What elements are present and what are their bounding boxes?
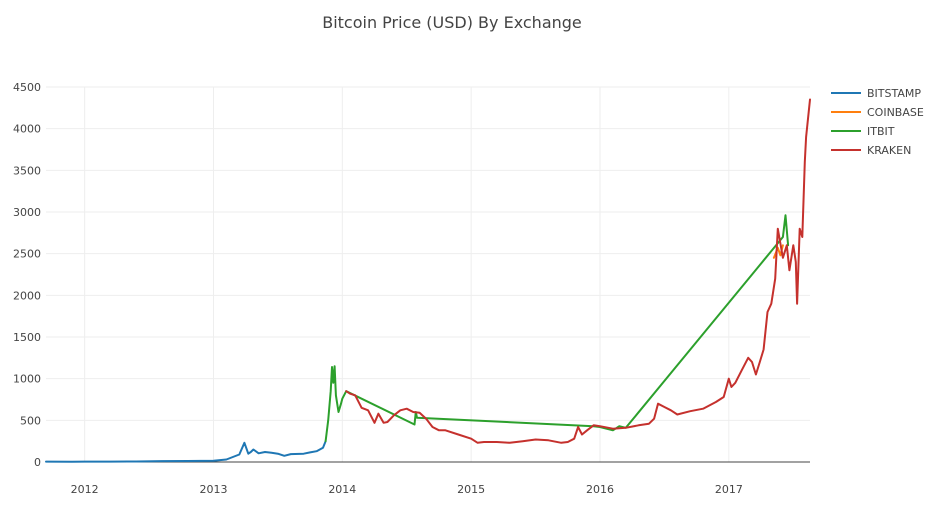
x-tick-label: 2016 bbox=[586, 483, 614, 496]
x-tick-label: 2015 bbox=[457, 483, 485, 496]
y-tick-label: 0 bbox=[34, 456, 41, 469]
series-line-itbit[interactable] bbox=[324, 214, 790, 443]
y-tick-label: 500 bbox=[20, 414, 41, 427]
y-tick-label: 4000 bbox=[13, 123, 41, 136]
axes: 0 500 1000 1500 2000 2500 3000 3500 4000 4500 2012… bbox=[13, 81, 810, 496]
legend-item-itbit[interactable]: ITBIT bbox=[831, 125, 895, 138]
y-tick-label: 3000 bbox=[13, 206, 41, 219]
x-tick-label: 2017 bbox=[715, 483, 743, 496]
legend-label: KRAKEN bbox=[867, 144, 911, 157]
chart-title: Bitcoin Price (USD) By Exchange bbox=[322, 13, 582, 32]
y-tick-label: 2000 bbox=[13, 289, 41, 302]
legend[interactable]: BITSTAMP COINBASE ITBIT KRAKEN bbox=[831, 87, 924, 157]
y-tick-label: 2500 bbox=[13, 248, 41, 261]
legend-item-coinbase[interactable]: COINBASE bbox=[831, 106, 924, 119]
series-line-bitstamp[interactable] bbox=[45, 440, 327, 463]
x-tick-label: 2014 bbox=[328, 483, 356, 496]
x-tick-label: 2012 bbox=[71, 483, 99, 496]
legend-item-kraken[interactable]: KRAKEN bbox=[831, 144, 911, 157]
legend-label: COINBASE bbox=[867, 106, 924, 119]
series-line-kraken[interactable] bbox=[345, 98, 811, 444]
y-tick-label: 1000 bbox=[13, 373, 41, 386]
grid-lines bbox=[46, 86, 810, 462]
legend-label: ITBIT bbox=[867, 125, 895, 138]
y-tick-label: 1500 bbox=[13, 331, 41, 344]
series-lines bbox=[45, 98, 811, 463]
y-tick-label: 4500 bbox=[13, 81, 41, 94]
y-tick-label: 3500 bbox=[13, 164, 41, 177]
x-tick-label: 2013 bbox=[199, 483, 227, 496]
legend-label: BITSTAMP bbox=[867, 87, 921, 100]
legend-item-bitstamp[interactable]: BITSTAMP bbox=[831, 87, 921, 100]
